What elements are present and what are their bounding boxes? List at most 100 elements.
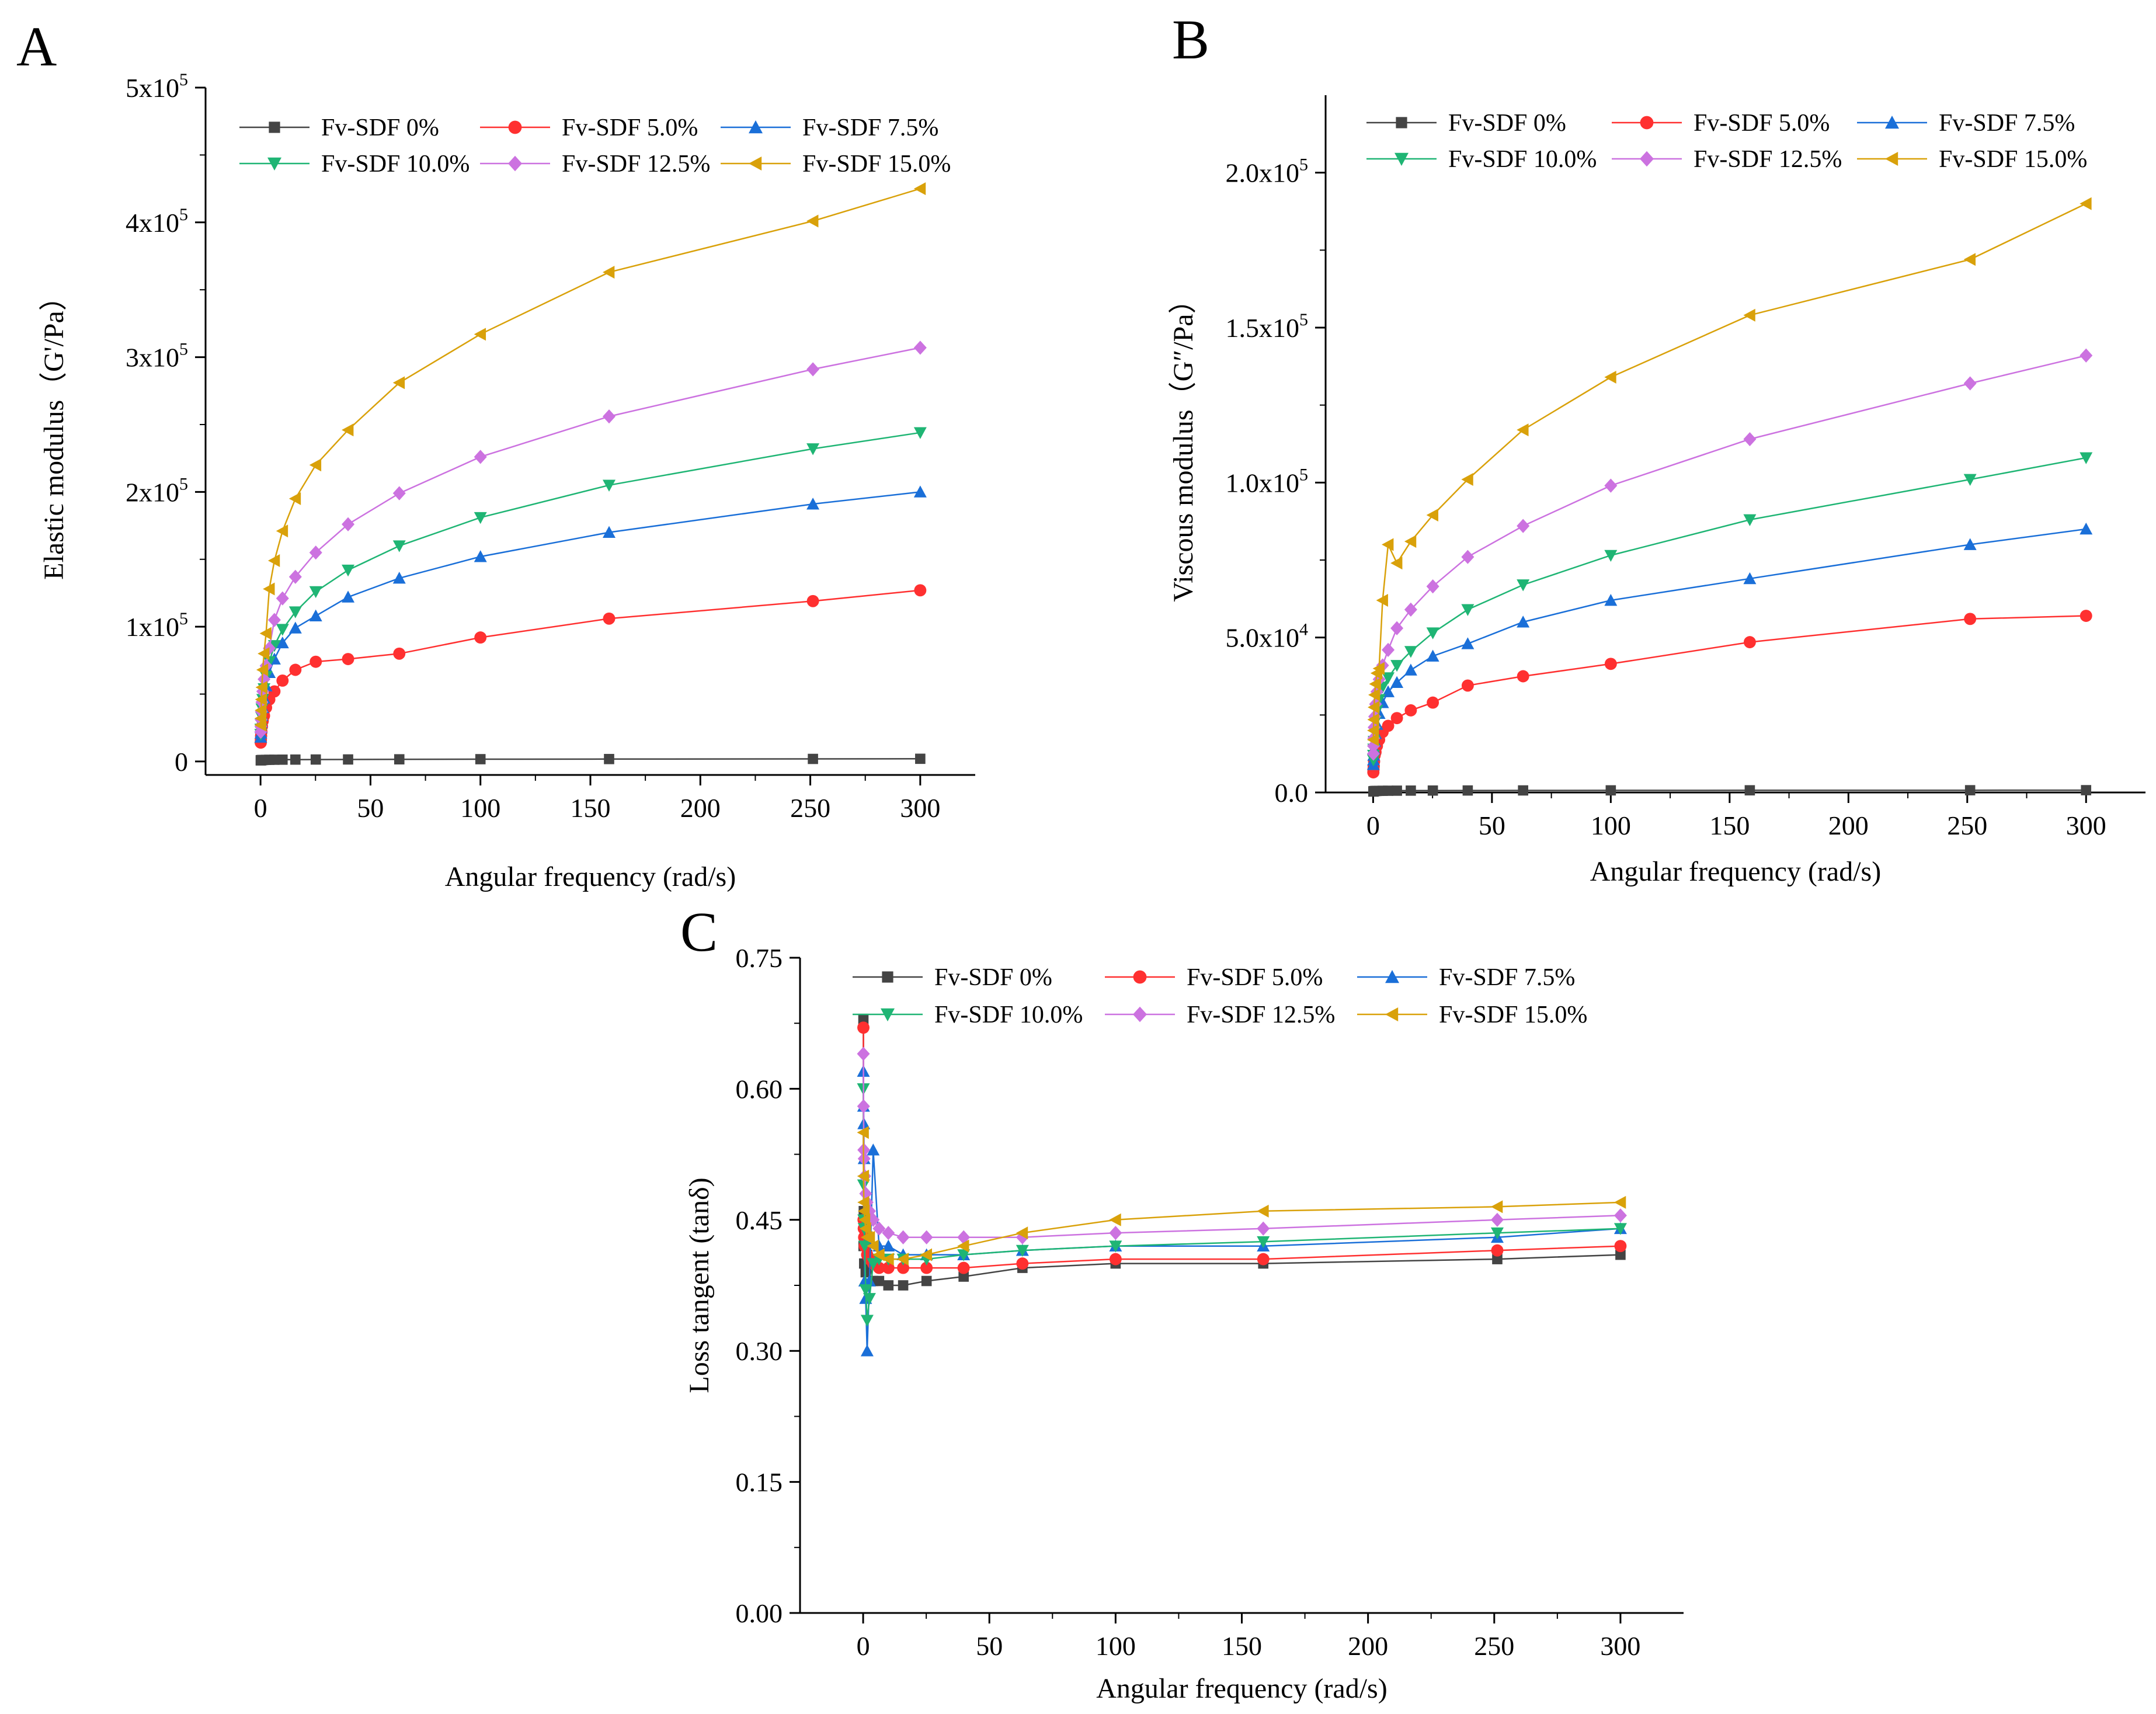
- series-fv-sdf-15-0: [254, 182, 926, 732]
- legend-item-fv-sdf-12-5: Fv-SDF 12.5%: [480, 151, 710, 178]
- legend-label: Fv-SDF 15.0%: [1439, 1002, 1587, 1028]
- legend-item-fv-sdf-10-0: Fv-SDF 10.0%: [239, 151, 470, 178]
- data-point: [309, 545, 322, 560]
- data-point: [289, 663, 302, 676]
- legend-label: Fv-SDF 5.0%: [562, 114, 698, 141]
- data-point: [276, 624, 289, 636]
- legend-label: Fv-SDF 15.0%: [802, 151, 951, 178]
- panel-b: B0 50 100 150 200 250 3000.05.0x1041.0x1051.5x…: [1168, 8, 2145, 887]
- data-point: [1109, 1240, 1122, 1253]
- data-point: [1615, 1249, 1626, 1260]
- data-point: [269, 755, 280, 765]
- data-point: [259, 627, 272, 640]
- y-tick-label-base: 2.0x10: [1226, 158, 1300, 188]
- data-point: [1517, 616, 1530, 628]
- data-point: [1743, 572, 1757, 585]
- data-point: [1390, 557, 1403, 570]
- data-point: [858, 1213, 871, 1226]
- legend-marker: [269, 121, 280, 133]
- data-point: [1366, 746, 1380, 761]
- data-point: [392, 376, 405, 390]
- y-tick-label-exponent: 4: [1299, 620, 1308, 639]
- legend-marker: [1385, 1007, 1399, 1021]
- legend-item-fv-sdf-0: Fv-SDF 0%: [853, 964, 1052, 991]
- x-tick-label: 0: [254, 793, 267, 823]
- data-point: [863, 1274, 876, 1287]
- data-point: [2080, 197, 2092, 210]
- legend-marker: [508, 120, 522, 134]
- y-tick-label-base: 0.45: [736, 1205, 783, 1235]
- series-fv-sdf-0: [1368, 785, 2092, 797]
- data-point: [806, 214, 819, 228]
- data-point: [288, 606, 302, 618]
- y-tick-label-base: 0.15: [736, 1468, 783, 1497]
- data-point: [1406, 785, 1416, 796]
- data-point: [1390, 660, 1404, 672]
- data-point: [920, 1261, 933, 1274]
- data-point: [860, 1315, 874, 1327]
- data-point: [255, 680, 267, 694]
- data-point: [867, 1239, 879, 1253]
- data-point: [2080, 452, 2093, 464]
- legend-item-fv-sdf-7-5: Fv-SDF 7.5%: [721, 114, 938, 141]
- data-point: [1382, 538, 1394, 551]
- x-tick-label: 50: [357, 793, 384, 823]
- y-tick-label-base: 1x10: [126, 612, 179, 642]
- y-tick-label-base: 0.00: [736, 1598, 783, 1628]
- data-point: [1392, 785, 1402, 796]
- data-point: [1744, 785, 1755, 796]
- data-point: [1109, 1226, 1122, 1240]
- data-point: [603, 266, 615, 279]
- data-point: [1461, 679, 1474, 692]
- data-point: [896, 1230, 910, 1244]
- data-point: [1963, 474, 1977, 486]
- x-tick-label: 50: [976, 1631, 1003, 1661]
- data-point: [808, 753, 818, 764]
- y-axis-title: Loss tangent (tanδ): [684, 1177, 715, 1393]
- legend-marker: [1133, 970, 1147, 984]
- data-point: [1366, 733, 1379, 746]
- y-tick-label: 0: [175, 747, 188, 777]
- x-tick-label: 200: [1348, 1631, 1388, 1661]
- legend-label: Fv-SDF 7.5%: [1439, 964, 1575, 991]
- data-point: [1372, 662, 1385, 675]
- data-point: [1016, 1226, 1028, 1240]
- data-point: [392, 540, 406, 552]
- y-tick-label: 0.60: [736, 1074, 783, 1104]
- legend-label: Fv-SDF 15.0%: [1939, 146, 2087, 173]
- data-point: [474, 328, 486, 341]
- data-point: [1604, 593, 1618, 606]
- data-point: [867, 1258, 880, 1270]
- data-point: [874, 1275, 885, 1287]
- data-point: [913, 485, 927, 498]
- x-tick-label: 0: [1366, 811, 1380, 840]
- y-axis-title: Viscous modulus（G″/Pa）: [1168, 286, 1199, 602]
- data-point: [1743, 636, 1756, 649]
- x-tick-label: 150: [1222, 1631, 1262, 1661]
- data-point: [1604, 478, 1618, 493]
- data-point: [1963, 538, 1977, 550]
- y-tick-label-base: 4x10: [126, 208, 179, 238]
- x-axis-title: Angular frequency (rad/s): [1590, 856, 1881, 887]
- y-tick-label-exponent: 5: [1299, 310, 1308, 329]
- data-point: [276, 591, 289, 606]
- x-tick-label: 150: [1709, 811, 1750, 840]
- data-point: [309, 586, 322, 599]
- data-point: [921, 1275, 932, 1287]
- data-point: [2080, 522, 2093, 535]
- series-fv-sdf-15-0: [857, 1126, 1626, 1266]
- data-point: [957, 1239, 969, 1253]
- y-tick-label: 5.0x104: [1226, 620, 1309, 653]
- legend-item-fv-sdf-7-5: Fv-SDF 7.5%: [1357, 964, 1575, 991]
- data-point: [263, 582, 275, 596]
- legend-label: Fv-SDF 7.5%: [802, 114, 938, 141]
- y-tick-label: 0.15: [736, 1468, 783, 1497]
- data-point: [806, 594, 819, 607]
- x-tick-label: 150: [571, 793, 611, 823]
- legend-label: Fv-SDF 5.0%: [1693, 110, 1830, 137]
- data-point: [309, 609, 322, 622]
- data-point: [267, 554, 280, 568]
- legend-label: Fv-SDF 0%: [1448, 110, 1566, 137]
- legend-label: Fv-SDF 12.5%: [562, 151, 710, 178]
- data-point: [603, 479, 616, 492]
